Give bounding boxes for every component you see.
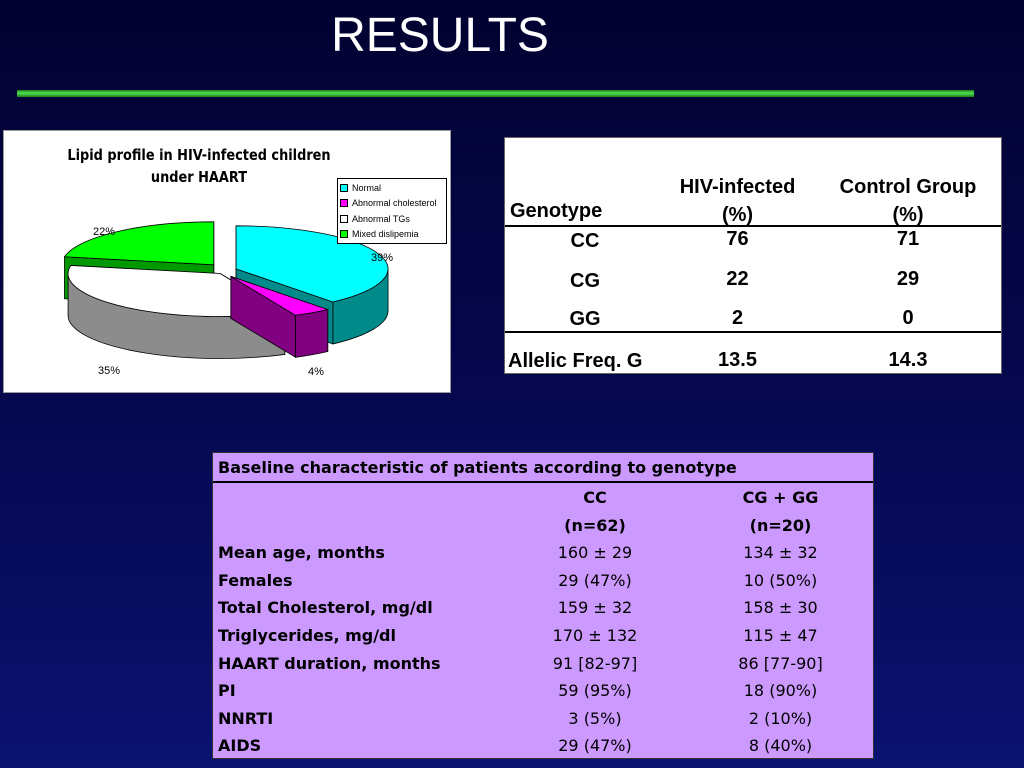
row-allelic-hiv: 13.5 — [718, 349, 757, 371]
row-label: PI — [218, 681, 236, 700]
legend-swatch-abnormal-tgs — [340, 214, 348, 223]
row-cc-control: 71 — [896, 228, 920, 250]
row-value-cc: 170 ± 132 — [552, 626, 638, 645]
legend-item-mixed-dislipemia: Mixed dislipemia — [340, 227, 446, 243]
col-header-cc: CC — [583, 488, 607, 507]
baseline-subheader-row: (n=62) (n=20) — [213, 512, 873, 540]
row-value-cc: 29 (47%) — [558, 736, 632, 755]
row-value-cg-gg: 158 ± 30 — [743, 598, 818, 617]
legend-swatch-normal — [340, 183, 348, 192]
row-value-cc: 91 [82-97] — [552, 654, 638, 673]
row-allelic-label: Allelic Freq. G — [508, 350, 643, 372]
row-value-cc: 160 ± 29 — [557, 543, 633, 562]
col-header-cg-gg: CG + GG — [742, 488, 819, 507]
chart-legend: Normal Abnormal cholesterol Abnormal TGs… — [337, 178, 447, 244]
row-label: Mean age, months — [218, 543, 385, 562]
legend-item-normal: Normal — [340, 180, 446, 196]
row-value-cg-gg: 18 (90%) — [743, 681, 818, 700]
title-divider — [17, 90, 974, 97]
legend-label: Abnormal TGs — [352, 213, 410, 224]
table-row: AIDS 29 (47%) 8 (40%) — [213, 732, 873, 760]
pie-chart-panel: 39% 4% 35% 22% Lipid profile in HIV-infecte… — [3, 130, 451, 393]
row-cg-hiv: 22 — [726, 268, 749, 290]
table-row: NNRTI 3 (5%) 2 (10%) — [213, 705, 873, 733]
row-label: AIDS — [218, 736, 262, 755]
header-hiv-infected: HIV-infected (%) — [655, 173, 820, 229]
table-row: Females 29 (47%) 10 (50%) — [213, 567, 873, 595]
data-label-abnormal-cholesterol: 4% — [308, 366, 324, 378]
row-gg-genotype: GG — [569, 308, 601, 330]
table-row: HAART duration, months 91 [82-97] 86 [77… — [213, 650, 873, 678]
pie-slice-abnormal-cholesterol — [230, 275, 330, 359]
legend-swatch-mixed-dislipemia — [340, 230, 348, 239]
row-value-cg-gg: 8 (40%) — [748, 736, 813, 755]
table-row: Mean age, months 160 ± 29 134 ± 32 — [213, 539, 873, 567]
genotype-table: Genotype HIV-infected (%) Control Group … — [504, 137, 1002, 374]
row-value-cg-gg: 2 (10%) — [748, 709, 813, 728]
chart-title-line-1: Lipid profile in HIV-infected children — [67, 146, 331, 164]
baseline-table-rule — [213, 481, 873, 483]
row-label: HAART duration, months — [218, 654, 441, 673]
pie-slice-top-mixed-dislipemia — [63, 221, 215, 266]
row-label: Triglycerides, mg/dl — [218, 626, 396, 645]
row-value-cc: 3 (5%) — [568, 709, 622, 728]
legend-label: Normal — [352, 182, 382, 193]
table-rule-header — [505, 225, 1001, 227]
header-hiv-line-1: HIV-infected — [679, 176, 796, 198]
baseline-header-row: CC CG + GG — [213, 484, 873, 512]
row-value-cg-gg: 115 ± 47 — [743, 626, 818, 645]
row-cg-genotype: CG — [570, 270, 600, 292]
row-value-cg-gg: 134 ± 32 — [743, 543, 818, 562]
legend-item-abnormal-cholesterol: Abnormal cholesterol — [340, 196, 446, 212]
slide-title: RESULTS — [331, 9, 549, 62]
row-cc-hiv: 76 — [726, 228, 749, 250]
header-hiv-line-2: (%) — [721, 204, 754, 226]
data-label-normal: 39% — [371, 252, 393, 264]
pie-chart: 39% 4% 35% 22% — [63, 221, 393, 378]
row-label: NNRTI — [218, 709, 274, 728]
row-cg-control: 29 — [896, 268, 920, 290]
chart-title-line-2: under HAART — [150, 168, 248, 186]
chart-title: Lipid profile in HIV-infected children u… — [57, 144, 341, 188]
baseline-table-title: Baseline characteristic of patients acco… — [218, 458, 737, 477]
pie-slice-wall-abnormal-cholesterol — [295, 309, 329, 358]
data-label-abnormal-tgs: 35% — [98, 365, 120, 377]
header-control-line-1: Control Group — [839, 176, 977, 198]
row-label: Total Cholesterol, mg/dl — [218, 598, 433, 617]
legend-label: Mixed dislipemia — [352, 229, 419, 240]
row-value-cc: 59 (95%) — [558, 681, 632, 700]
table-rule-allelic — [505, 331, 1001, 333]
row-gg-control: 0 — [902, 307, 914, 329]
legend-swatch-abnormal-cholesterol — [340, 199, 348, 208]
col-subheader-cg-gg: (n=20) — [749, 516, 812, 535]
table-row: Triglycerides, mg/dl 170 ± 132 115 ± 47 — [213, 622, 873, 650]
row-value-cc: 159 ± 32 — [557, 598, 633, 617]
row-value-cg-gg: 86 [77-90] — [738, 654, 823, 673]
row-allelic-control: 14.3 — [888, 349, 928, 371]
row-value-cc: 29 (47%) — [558, 571, 632, 590]
pie-slice-top-abnormal-cholesterol — [230, 276, 330, 316]
legend-item-abnormal-tgs: Abnormal TGs — [340, 211, 446, 227]
legend-label: Abnormal cholesterol — [352, 198, 437, 209]
header-control-line-2: (%) — [892, 204, 924, 226]
row-gg-hiv: 2 — [731, 307, 744, 329]
pie-slice-top-normal — [235, 225, 389, 303]
header-control-group: Control Group (%) — [823, 173, 993, 229]
baseline-table: Baseline characteristic of patients acco… — [212, 452, 874, 759]
data-label-mixed-dislipemia: 22% — [93, 226, 115, 238]
row-cc-genotype: CC — [570, 230, 600, 252]
table-row: PI 59 (95%) 18 (90%) — [213, 677, 873, 705]
table-row: Total Cholesterol, mg/dl 159 ± 32 158 ± … — [213, 594, 873, 622]
row-value-cg-gg: 10 (50%) — [743, 571, 818, 590]
row-label: Females — [218, 571, 293, 590]
col-subheader-cc: (n=62) — [564, 516, 626, 535]
header-genotype: Genotype — [510, 200, 603, 222]
